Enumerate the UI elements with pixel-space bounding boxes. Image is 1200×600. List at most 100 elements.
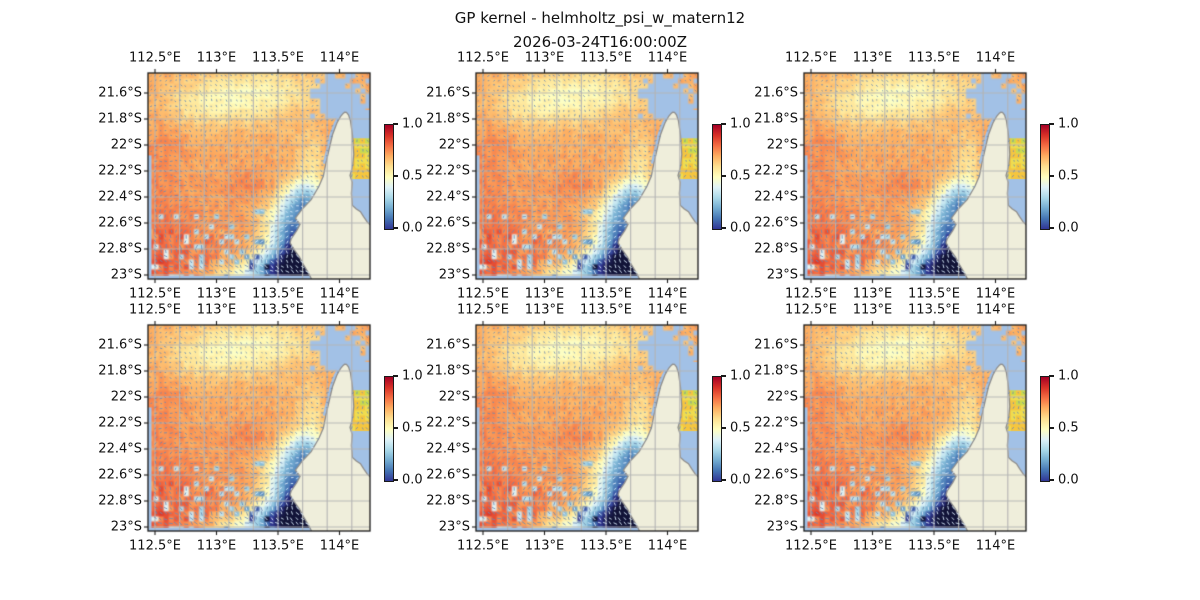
- colorbar-tick: [721, 123, 726, 125]
- colorbar-gradient: [1040, 376, 1050, 482]
- figure-title: GP kernel - helmholtz_psi_w_matern12: [454, 9, 746, 27]
- lat-tick-label: 21.8°S: [98, 111, 142, 127]
- lon-tick-label: 112.5°E: [457, 302, 509, 318]
- colorbar-tick: [1049, 479, 1054, 481]
- lon-tick-label: 112.5°E: [785, 50, 837, 66]
- lat-tick-label: 22.4°S: [754, 441, 798, 457]
- lon-tick-label: 114°E: [975, 538, 1016, 554]
- lon-tick-label: 113°E: [524, 50, 565, 66]
- colorbar-tick-label: 0.5: [1058, 168, 1079, 184]
- lon-tick-label: 112.5°E: [785, 286, 837, 302]
- lon-tick-label: 114°E: [647, 286, 688, 302]
- colorbar-tick-label: 0.5: [730, 420, 751, 436]
- lat-tick-label: 21.8°S: [754, 111, 798, 127]
- lat-tick-label: 22.2°S: [98, 163, 142, 179]
- lat-tick-label: 22.2°S: [426, 163, 470, 179]
- lon-tick-label: 114°E: [647, 50, 688, 66]
- lat-tick-label: 22.8°S: [426, 241, 470, 257]
- lat-tick-label: 22.4°S: [754, 189, 798, 205]
- lon-tick-label: 113°E: [196, 286, 237, 302]
- lon-tick-label: 113°E: [196, 50, 237, 66]
- colorbar-tick: [721, 375, 726, 377]
- lat-tick-label: 22.6°S: [98, 215, 142, 231]
- lon-tick-label: 113.5°E: [252, 50, 304, 66]
- colorbar-tick-label: 1.0: [730, 116, 751, 132]
- lon-tick-label: 114°E: [647, 302, 688, 318]
- colorbar-tick-label: 0.0: [730, 472, 751, 488]
- colorbar-tick: [393, 123, 398, 125]
- lon-tick-label: 113.5°E: [908, 286, 960, 302]
- figure-subtitle: 2026-03-24T16:00:00Z: [513, 33, 687, 51]
- lon-tick-label: 112.5°E: [457, 538, 509, 554]
- colorbar-tick: [1049, 123, 1054, 125]
- lon-tick-label: 113°E: [524, 286, 565, 302]
- colorbar-tick: [393, 479, 398, 481]
- lat-tick-label: 21.6°S: [98, 337, 142, 353]
- lat-tick-label: 23°S: [766, 519, 798, 535]
- colorbar-gradient: [712, 376, 722, 482]
- colorbar-gradient: [384, 376, 394, 482]
- lat-tick-label: 22.6°S: [426, 467, 470, 483]
- lon-tick-label: 113.5°E: [580, 302, 632, 318]
- colorbar-tick: [1049, 427, 1054, 429]
- lon-tick-label: 112.5°E: [129, 50, 181, 66]
- lat-tick-label: 22.8°S: [98, 493, 142, 509]
- lon-tick-label: 113°E: [852, 538, 893, 554]
- lon-tick-label: 112.5°E: [129, 302, 181, 318]
- lon-tick-label: 114°E: [319, 302, 360, 318]
- lon-tick-label: 114°E: [319, 50, 360, 66]
- colorbar-tick: [393, 427, 398, 429]
- lon-tick-label: 112.5°E: [457, 286, 509, 302]
- lat-tick-label: 21.8°S: [754, 363, 798, 379]
- colorbar-tick: [393, 375, 398, 377]
- lon-tick-label: 113.5°E: [908, 302, 960, 318]
- lat-tick-label: 21.8°S: [98, 363, 142, 379]
- lat-tick-label: 23°S: [766, 267, 798, 283]
- lat-tick-label: 22°S: [438, 389, 470, 405]
- colorbar-tick: [721, 479, 726, 481]
- lat-tick-label: 23°S: [110, 267, 142, 283]
- lon-tick-label: 113.5°E: [252, 538, 304, 554]
- lat-tick-label: 22.4°S: [98, 441, 142, 457]
- lat-tick-label: 21.6°S: [426, 85, 470, 101]
- lon-tick-label: 114°E: [975, 50, 1016, 66]
- colorbar-tick: [1049, 175, 1054, 177]
- lat-tick-label: 22.2°S: [754, 415, 798, 431]
- lat-tick-label: 22°S: [766, 389, 798, 405]
- lon-tick-label: 114°E: [647, 538, 688, 554]
- colorbar-tick: [1049, 227, 1054, 229]
- lat-tick-label: 22.2°S: [754, 163, 798, 179]
- map-heatmap-canvas: [798, 319, 1032, 537]
- colorbar-tick-label: 1.0: [730, 368, 751, 384]
- lat-tick-label: 22.6°S: [98, 467, 142, 483]
- lon-tick-label: 113.5°E: [252, 286, 304, 302]
- colorbar-tick-label: 0.5: [1058, 420, 1079, 436]
- lat-tick-label: 22°S: [438, 137, 470, 153]
- colorbar-tick-label: 0.0: [1058, 472, 1079, 488]
- lat-tick-label: 21.6°S: [754, 337, 798, 353]
- lon-tick-label: 114°E: [975, 302, 1016, 318]
- colorbar-gradient: [384, 124, 394, 230]
- lon-tick-label: 113°E: [196, 302, 237, 318]
- lon-tick-label: 114°E: [319, 286, 360, 302]
- colorbar-tick: [721, 175, 726, 177]
- colorbar-tick-label: 0.5: [402, 168, 423, 184]
- lon-tick-label: 113°E: [524, 302, 565, 318]
- lon-tick-label: 112.5°E: [785, 302, 837, 318]
- lat-tick-label: 22.6°S: [754, 467, 798, 483]
- lat-tick-label: 21.6°S: [754, 85, 798, 101]
- colorbar-gradient: [1040, 124, 1050, 230]
- lat-tick-label: 21.6°S: [98, 85, 142, 101]
- lat-tick-label: 21.8°S: [426, 111, 470, 127]
- map-heatmap-canvas: [798, 67, 1032, 285]
- colorbar-tick-label: 0.0: [402, 472, 423, 488]
- colorbar-tick-label: 1.0: [402, 116, 423, 132]
- colorbar-tick: [721, 427, 726, 429]
- colorbar-tick-label: 0.0: [402, 220, 423, 236]
- lon-tick-label: 113°E: [852, 302, 893, 318]
- lon-tick-label: 113.5°E: [580, 286, 632, 302]
- colorbar-tick-label: 0.0: [730, 220, 751, 236]
- colorbar-tick-label: 0.5: [730, 168, 751, 184]
- lat-tick-label: 22.6°S: [426, 215, 470, 231]
